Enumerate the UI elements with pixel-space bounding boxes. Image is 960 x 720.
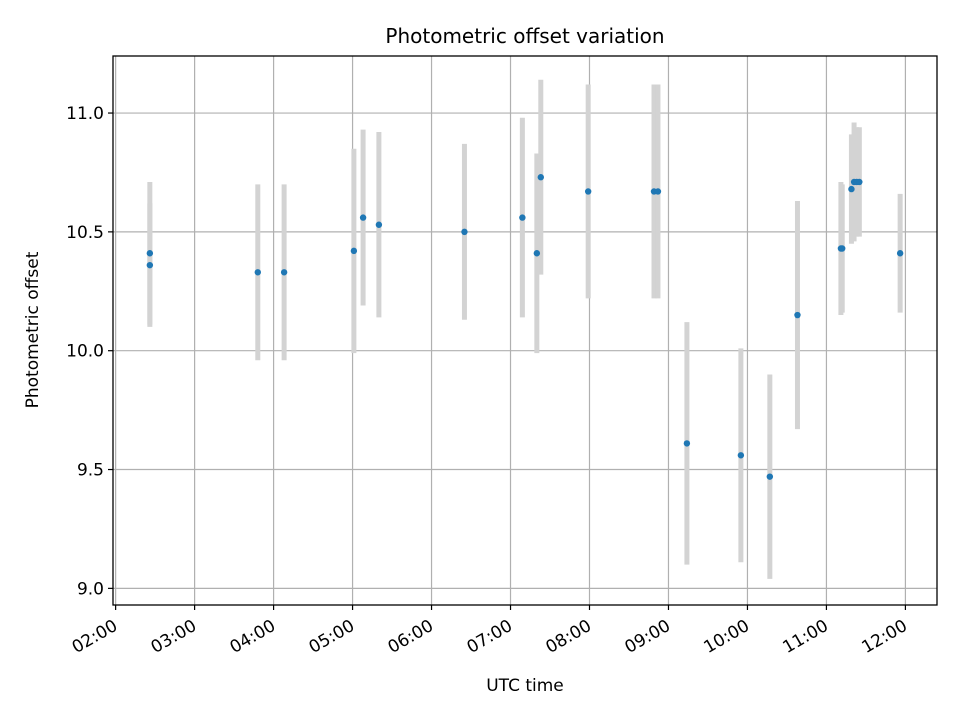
- y-axis-label: Photometric offset: [23, 251, 43, 408]
- data-point: [654, 188, 662, 195]
- data-point: [375, 221, 383, 228]
- data-point: [766, 473, 774, 480]
- data-point: [146, 250, 154, 257]
- data-point: [280, 269, 288, 276]
- data-point: [146, 261, 154, 269]
- data-point: [461, 228, 468, 236]
- data-point: [254, 269, 261, 276]
- data-point: [584, 188, 592, 195]
- y-tick-label: 9.5: [77, 461, 104, 481]
- plot-frame: [112, 55, 938, 606]
- data-point: [848, 185, 855, 193]
- y-tick-label: 11.0: [66, 104, 104, 124]
- data-point: [350, 247, 358, 255]
- y-axis-ticks: 9.0 9.5 10.0 10.5 11.0: [66, 104, 113, 599]
- data-point: [794, 311, 801, 319]
- data-point: [737, 452, 745, 459]
- data-point: [359, 214, 367, 221]
- data-point: [537, 174, 544, 181]
- data-point: [856, 178, 863, 186]
- data-points: [146, 174, 904, 480]
- data-point: [533, 250, 541, 257]
- y-tick-label: 9.0: [77, 579, 104, 599]
- data-point: [519, 214, 526, 221]
- data-point: [683, 440, 691, 447]
- x-axis-label: UTC time: [486, 676, 564, 696]
- y-tick-label: 10.5: [66, 223, 104, 243]
- data-point: [896, 250, 904, 257]
- y-tick-label: 10.0: [66, 342, 104, 362]
- data-point: [839, 245, 846, 252]
- chart-title: Photometric offset variation: [385, 24, 664, 48]
